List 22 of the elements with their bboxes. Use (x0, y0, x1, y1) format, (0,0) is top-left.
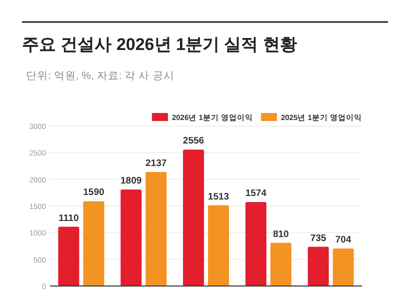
data-label: 1574 (245, 188, 268, 200)
data-label: 1809 (120, 176, 142, 187)
bar (208, 205, 229, 286)
data-label: 2137 (146, 158, 167, 170)
bar (270, 242, 292, 286)
data-label: 2556 (182, 136, 204, 147)
bar (245, 202, 266, 286)
data-label: 704 (335, 234, 352, 246)
bar (183, 150, 204, 286)
bar (308, 246, 329, 286)
data-label: 735 (310, 232, 327, 244)
data-label: 1110 (58, 212, 79, 224)
bar (120, 190, 142, 286)
bar (332, 248, 354, 286)
data-label: 810 (272, 228, 289, 240)
data-label: 1590 (83, 187, 104, 198)
bar (58, 226, 80, 286)
data-label: 1513 (208, 191, 230, 202)
chart-title: 주요 건설사 2026년 1분기 실적 현황 (22, 35, 297, 54)
chart-subtitle: 단위: 억원, %, 자료: 각 사 공시 (26, 70, 175, 82)
bar (83, 201, 104, 286)
bar (146, 172, 167, 286)
